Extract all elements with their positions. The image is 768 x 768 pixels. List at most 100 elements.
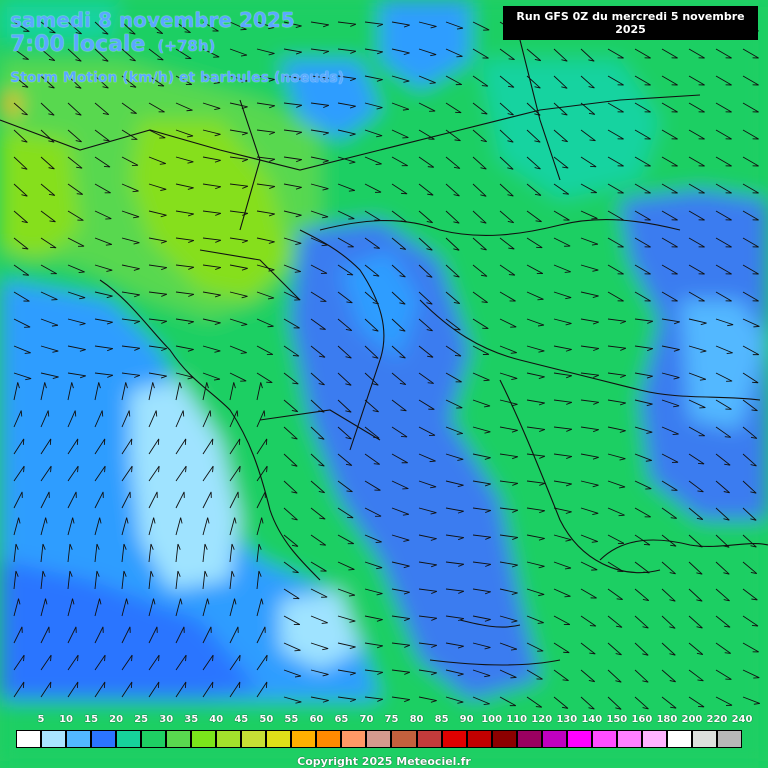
legend-label: 20 [109,714,124,725]
wind-barb [256,517,264,536]
wind-barb [715,102,732,113]
wind-barb [418,399,435,410]
wind-barb [229,465,241,482]
wind-barb [580,534,598,543]
wind-barb [283,561,299,574]
wind-barb [40,156,55,170]
wind-barb [94,21,109,35]
wind-barb [364,480,381,491]
wind-barb [391,264,406,278]
wind-barb [391,588,410,595]
wind-barb [715,264,732,275]
wind-barb [94,318,113,325]
wind-barb [40,410,50,428]
wind-barb [256,237,275,244]
wind-barb [283,345,300,357]
wind-barb [364,75,383,82]
wind-barb [175,570,181,590]
wind-barb [94,438,106,455]
wind-barb [13,491,23,509]
wind-barb [715,48,732,59]
wind-barb [337,534,354,545]
wind-barb [256,598,264,617]
wind-barb [742,507,757,521]
wind-barb [202,438,214,455]
wind-barb [553,372,572,379]
wind-barb [40,264,57,275]
wind-barb [742,615,759,627]
wind-barb [634,669,649,683]
wind-barb [499,48,515,61]
wind-barb [661,345,680,352]
wind-barb [148,75,165,87]
wind-barb [202,654,214,671]
wind-barb [526,156,541,170]
wind-barb [580,588,597,599]
wind-barb [310,318,326,330]
wind-barb [472,399,491,408]
wind-barb [40,465,52,482]
wind-barb [310,480,325,494]
wind-barb [445,21,464,30]
wind-barb [553,183,570,195]
wind-barb [499,507,519,513]
wind-barb [715,669,732,680]
wind-barb [310,507,326,520]
wind-barb [553,534,572,542]
wind-barb [553,318,572,326]
wind-barb [607,48,624,59]
wind-barb [94,654,106,671]
wind-barb [148,626,158,644]
wind-barb [634,237,651,248]
wind-barb [391,210,407,223]
wind-barb [67,491,77,509]
wind-barb [121,491,131,509]
wind-barb [580,696,595,710]
wind-barb [13,654,25,671]
wind-barb [94,465,106,482]
wind-barb [526,561,545,569]
wind-barb [445,453,464,461]
wind-barb [634,102,651,113]
wind-barb [202,129,221,137]
wind-barb [472,291,488,303]
wind-barb [337,372,352,386]
wind-barb [499,615,518,623]
wind-barb [418,129,435,140]
wind-barb [13,681,25,698]
wind-barb [715,696,733,706]
wind-barb [229,291,248,299]
wind-barb [742,696,760,705]
wind-barb [310,345,326,358]
wind-barb [688,318,707,326]
wind-barb [310,372,325,386]
wind-barb [229,264,248,271]
wind-barb [175,237,194,243]
legend-swatch [66,730,92,748]
wind-barb [526,291,544,301]
wind-barb [310,48,330,54]
legend-label: 85 [434,714,449,725]
wind-barb [94,543,100,563]
wind-barb [418,345,434,358]
wind-barb [580,399,600,405]
legend-label: 5 [37,714,45,725]
legend-swatch [641,730,667,748]
wind-barb [202,75,220,84]
wind-barb [661,480,678,491]
legend-label: 45 [234,714,249,725]
wind-barb [391,237,407,250]
wind-barb [202,210,222,216]
wind-barb [283,264,301,273]
wind-barb [364,318,379,332]
wind-barb [148,654,160,671]
legend-swatch [541,730,567,748]
wind-barb [742,399,758,412]
wind-barb [202,21,219,32]
wind-barb [634,588,650,602]
wind-barb [148,345,167,352]
wind-barb [283,48,302,55]
wind-barb [418,453,436,463]
wind-barb [661,561,676,575]
wind-barb [742,318,760,328]
